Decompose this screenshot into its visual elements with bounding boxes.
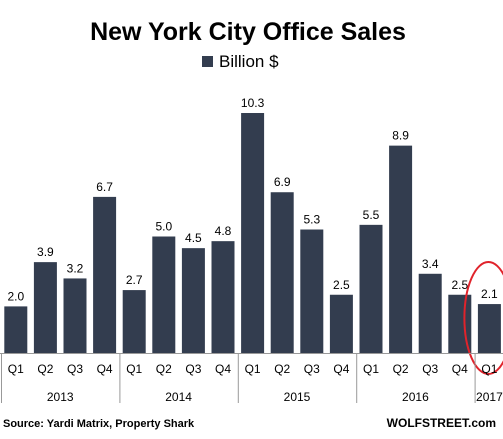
data-label: 3.9 bbox=[37, 245, 54, 259]
group-label: 2015 bbox=[284, 390, 311, 404]
data-label: 4.8 bbox=[215, 224, 232, 238]
tick-label: Q1 bbox=[245, 362, 261, 376]
tick-label: Q1 bbox=[8, 362, 24, 376]
data-label: 2.0 bbox=[7, 289, 24, 303]
data-label: 5.3 bbox=[303, 213, 320, 227]
tick-label: Q3 bbox=[67, 362, 83, 376]
bar bbox=[181, 248, 205, 353]
data-label: 2.1 bbox=[481, 287, 498, 301]
highlight-ellipse bbox=[463, 261, 503, 375]
bar bbox=[152, 236, 176, 353]
data-label: 6.7 bbox=[96, 180, 113, 194]
chart-title: New York City Office Sales bbox=[90, 18, 406, 46]
group-label: 2017 bbox=[476, 390, 503, 404]
source-note: Source: Yardi Matrix, Property Shark bbox=[3, 418, 195, 430]
bars-layer: 2.0 3.9 3.2 6.7 2.7 5.0 4.5 4.8 10.3 6.9 5.3 2.5 5.5… bbox=[4, 96, 503, 375]
bar bbox=[241, 113, 265, 353]
tick-label: Q4 bbox=[97, 362, 113, 376]
data-label: 5.5 bbox=[363, 208, 380, 222]
data-label: 2.5 bbox=[333, 278, 350, 292]
data-label: 8.9 bbox=[392, 129, 409, 143]
tick-label: Q2 bbox=[37, 362, 53, 376]
bar bbox=[211, 241, 235, 353]
bar bbox=[477, 304, 501, 353]
legend-swatch bbox=[202, 56, 213, 67]
data-label: 2.5 bbox=[451, 278, 468, 292]
bar bbox=[389, 145, 413, 353]
group-label: 2013 bbox=[47, 390, 74, 404]
data-label: 3.2 bbox=[67, 261, 84, 275]
bar bbox=[300, 229, 324, 353]
bar bbox=[33, 262, 57, 353]
data-label: 6.9 bbox=[274, 175, 291, 189]
tick-label: Q2 bbox=[274, 362, 290, 376]
bar bbox=[359, 224, 383, 353]
tick-label: Q2 bbox=[393, 362, 409, 376]
bar bbox=[122, 290, 146, 353]
data-label: 4.5 bbox=[185, 231, 202, 245]
group-label: 2016 bbox=[402, 390, 429, 404]
tick-label: Q3 bbox=[422, 362, 438, 376]
data-label: 3.4 bbox=[422, 257, 439, 271]
bar bbox=[93, 196, 117, 353]
watermark: WOLFSTREET.com bbox=[387, 416, 496, 430]
data-label: 5.0 bbox=[155, 220, 172, 234]
tick-label: Q4 bbox=[452, 362, 468, 376]
tick-label: Q1 bbox=[126, 362, 142, 376]
tick-label: Q4 bbox=[333, 362, 349, 376]
x-axis: Q1 Q2 Q3 Q4 Q1 Q2 Q3 Q4 Q1 Q2 Q3 Q4 Q1 Q2 Q3 Q4 Q1 2013 20… bbox=[0, 353, 503, 404]
tick-label: Q2 bbox=[156, 362, 172, 376]
tick-label: Q1 bbox=[481, 362, 497, 376]
bar bbox=[329, 294, 353, 353]
legend-label: Billion $ bbox=[219, 52, 279, 71]
group-label: 2014 bbox=[165, 390, 192, 404]
data-label: 10.3 bbox=[241, 96, 265, 110]
bar bbox=[270, 192, 294, 353]
bar bbox=[4, 306, 28, 353]
data-label: 2.7 bbox=[126, 273, 143, 287]
bar bbox=[63, 278, 87, 353]
tick-label: Q1 bbox=[363, 362, 379, 376]
bar bbox=[418, 273, 442, 353]
tick-label: Q4 bbox=[215, 362, 231, 376]
tick-label: Q3 bbox=[185, 362, 201, 376]
tick-label: Q3 bbox=[304, 362, 320, 376]
